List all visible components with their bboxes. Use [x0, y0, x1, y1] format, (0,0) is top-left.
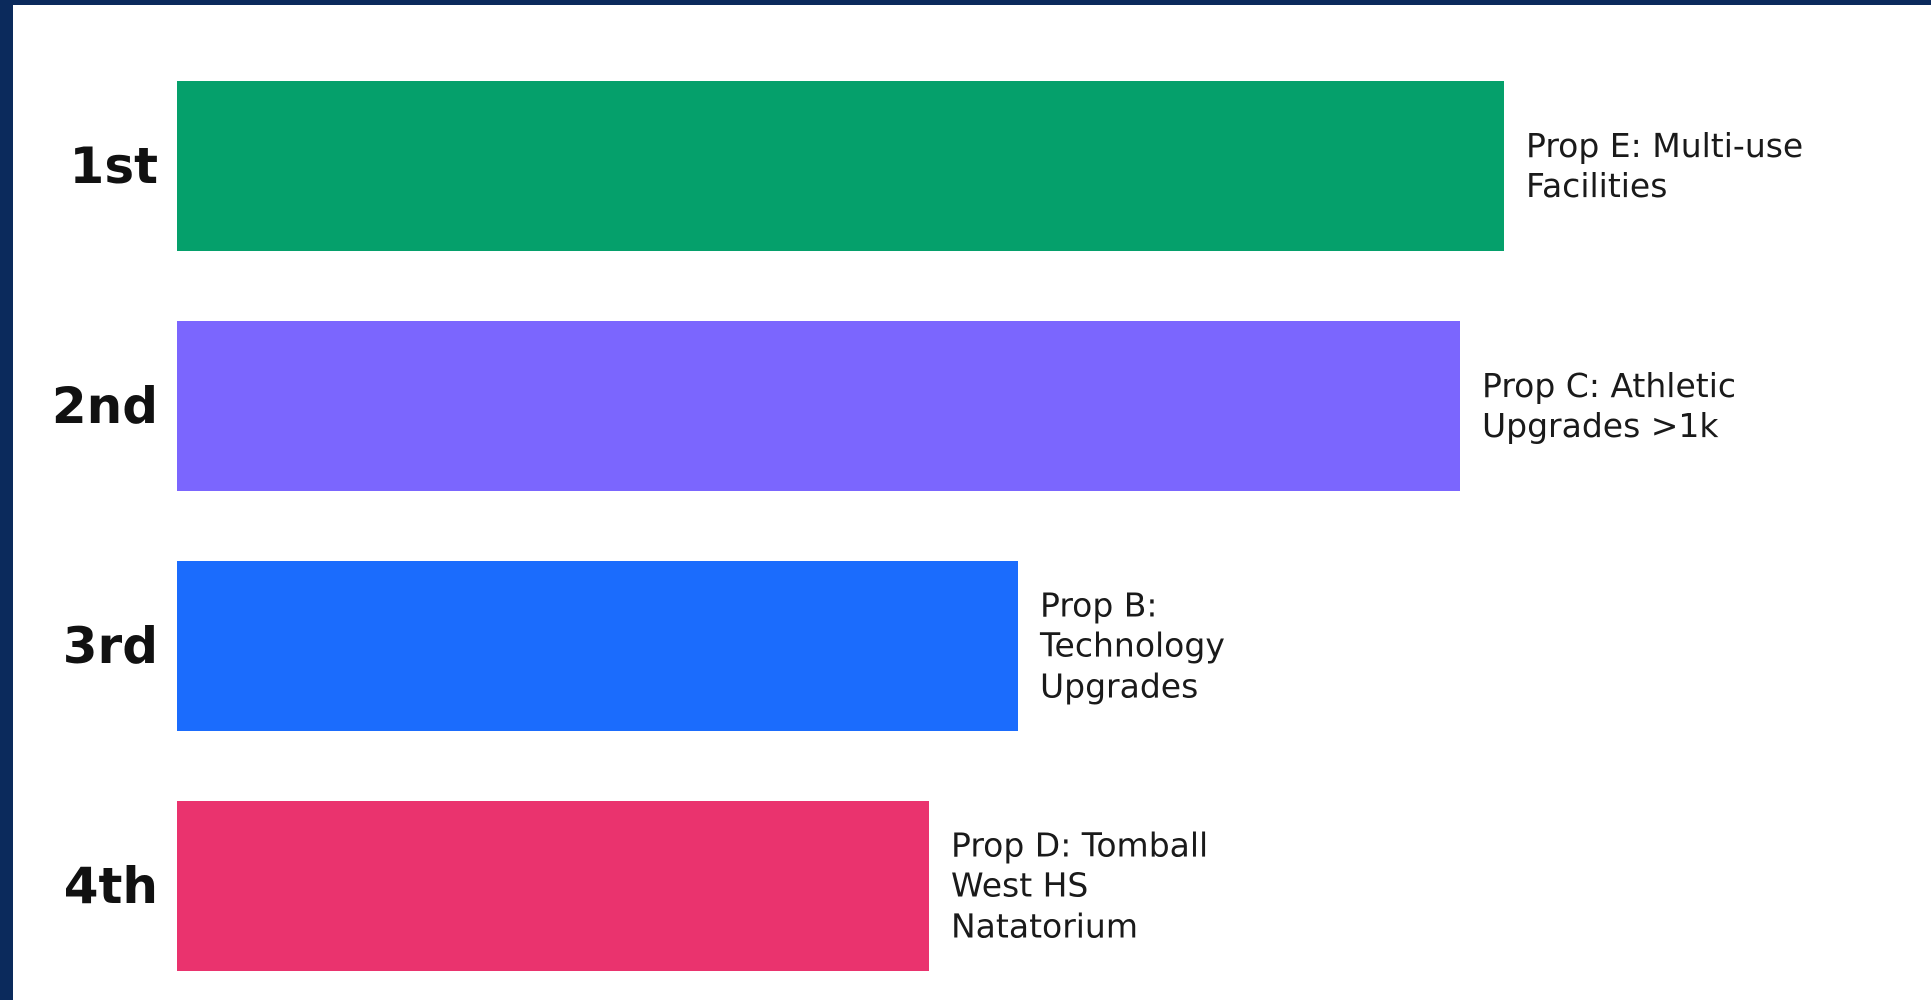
ranking-bar-chart: 1st Prop E: Multi-use Facilities 2nd Prop C…: [13, 5, 1931, 1000]
rank-label: 3rd: [62, 617, 158, 675]
bar-label: Prop D: Tomball West HS Natatorium: [951, 825, 1209, 946]
bar-label: Prop E: Multi-use Facilities: [1526, 125, 1804, 205]
chart-panel: 1st Prop E: Multi-use Facilities 2nd Prop C…: [13, 5, 1931, 1000]
bar: [177, 321, 1460, 491]
bar: [177, 801, 929, 971]
bar: [177, 561, 1018, 731]
bar: [177, 81, 1504, 251]
rank-label: 4th: [63, 857, 158, 915]
rank-label: 1st: [69, 137, 158, 195]
rank-label: 2nd: [51, 377, 158, 435]
bar-label: Prop C: Athletic Upgrades >1k: [1482, 365, 1737, 445]
bar-label: Prop B: Technology Upgrades: [1040, 585, 1225, 706]
